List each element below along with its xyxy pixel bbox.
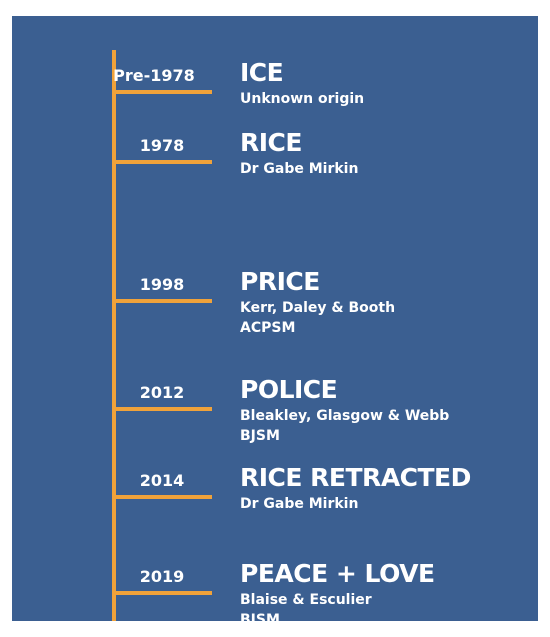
timeline-tick	[112, 407, 212, 411]
entry-year: 1998	[139, 275, 185, 294]
entry-year: Pre-1978	[113, 66, 195, 85]
timeline-tick	[112, 591, 212, 595]
entry-year: 2019	[139, 567, 185, 586]
entry-source-line: Dr Gabe Mirkin	[240, 161, 359, 177]
entry-source-line: ACPSM	[240, 320, 296, 336]
entry-source: Bleakley, Glasgow & Webb BJSM	[240, 406, 449, 446]
entry-title: RICE	[240, 128, 302, 157]
entry-year: 2012	[139, 383, 185, 402]
entry-source-line: BJSM	[240, 612, 280, 628]
timeline-tick	[112, 90, 212, 94]
entry-title: PRICE	[240, 267, 320, 296]
entry-year: 1978	[139, 136, 185, 155]
timeline-tick	[112, 495, 212, 499]
entry-title: POLICE	[240, 375, 338, 404]
timeline-tick	[112, 299, 212, 303]
timeline-entry-price: 1998 PRICE Kerr, Daley & Booth ACPSM	[12, 247, 538, 336]
entry-source-line: Kerr, Daley & Booth	[240, 300, 396, 316]
timeline-entry-police: 2012 POLICE Bleakley, Glasgow & Webb BJS…	[12, 355, 538, 444]
entry-title: RICE RETRACTED	[240, 463, 471, 492]
entry-source-line: Dr Gabe Mirkin	[240, 496, 359, 512]
entry-title: PEACE + LOVE	[240, 559, 435, 588]
timeline-spine	[112, 50, 116, 621]
entry-source: Dr Gabe Mirkin	[240, 159, 358, 179]
entry-source-line: Blaise & Esculier	[240, 592, 372, 608]
timeline-panel: Pre-1978 ICE Unknown origin 1978 RICE Dr…	[12, 16, 538, 628]
entry-year: 2014	[139, 471, 185, 490]
entry-title: ICE	[240, 58, 284, 87]
timeline-entry-peace-love: 2019 PEACE + LOVE Blaise & Esculier BJSM	[12, 539, 538, 628]
entry-source-line: BJSM	[240, 428, 280, 444]
timeline-entry-rice: 1978 RICE Dr Gabe Mirkin	[12, 108, 538, 188]
entry-source: Dr Gabe Mirkin	[240, 494, 358, 514]
entry-source: Kerr, Daley & Booth ACPSM	[240, 298, 395, 338]
entry-source-line: Unknown origin	[240, 91, 365, 107]
timeline-entry-ice: Pre-1978 ICE Unknown origin	[12, 38, 538, 118]
timeline-tick	[112, 160, 212, 164]
timeline-entry-rice-retracted: 2014 RICE RETRACTED Dr Gabe Mirkin	[12, 443, 538, 523]
entry-source: Unknown origin	[240, 89, 364, 109]
entry-source: Blaise & Esculier BJSM	[240, 590, 372, 630]
entry-source-line: Bleakley, Glasgow & Webb	[240, 408, 450, 424]
